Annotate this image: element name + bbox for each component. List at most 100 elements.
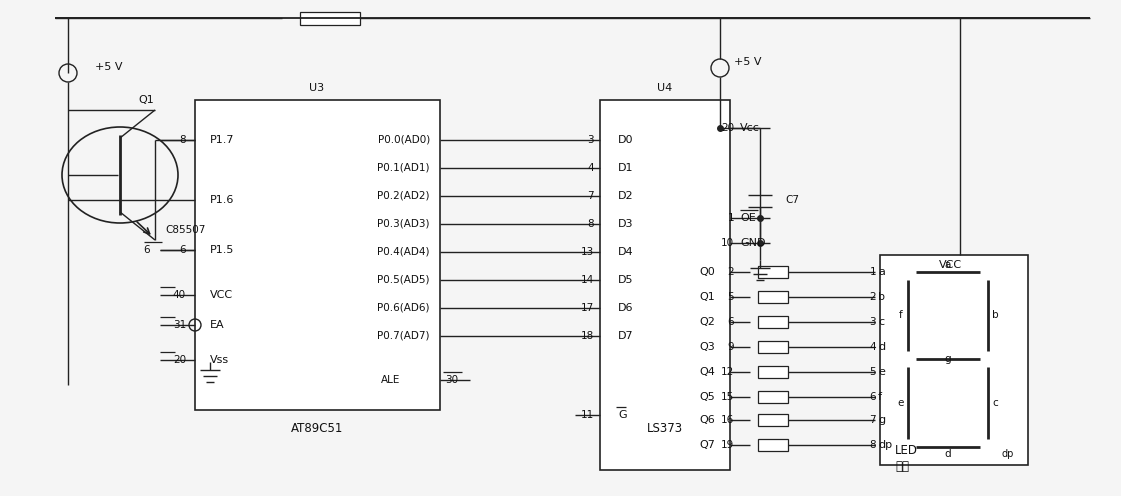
Text: b: b xyxy=(878,292,884,302)
Text: 18: 18 xyxy=(581,331,594,341)
Bar xyxy=(600,100,730,470)
Bar xyxy=(758,291,788,303)
Text: 10: 10 xyxy=(721,238,734,248)
Text: c: c xyxy=(878,317,884,327)
Text: 20: 20 xyxy=(173,355,186,365)
Bar xyxy=(758,341,788,353)
Text: P1.6: P1.6 xyxy=(210,195,234,205)
Text: Vss: Vss xyxy=(210,355,229,365)
Text: 30: 30 xyxy=(445,375,458,385)
Bar xyxy=(758,414,788,426)
Text: Vcc: Vcc xyxy=(740,123,760,133)
Text: 3: 3 xyxy=(587,135,594,145)
Text: D0: D0 xyxy=(618,135,633,145)
Text: 8: 8 xyxy=(179,135,186,145)
Text: dp: dp xyxy=(1002,449,1015,459)
Text: Q2: Q2 xyxy=(700,317,715,327)
Text: g: g xyxy=(878,415,886,425)
Text: D1: D1 xyxy=(618,163,633,173)
Bar xyxy=(758,266,788,278)
Text: c: c xyxy=(992,398,998,408)
Text: Q5: Q5 xyxy=(700,392,715,402)
Bar xyxy=(758,316,788,328)
Text: EA: EA xyxy=(210,320,224,330)
Text: a: a xyxy=(945,260,952,270)
Text: Q1: Q1 xyxy=(138,95,154,105)
Text: 19: 19 xyxy=(721,440,734,450)
Text: 5: 5 xyxy=(728,292,734,302)
Bar xyxy=(758,391,788,403)
Text: P0.1(AD1): P0.1(AD1) xyxy=(378,163,430,173)
Text: 40: 40 xyxy=(173,290,186,300)
Text: 7: 7 xyxy=(870,415,876,425)
Text: 2: 2 xyxy=(870,292,876,302)
Text: 17: 17 xyxy=(581,303,594,313)
Text: 16: 16 xyxy=(721,415,734,425)
Text: 11: 11 xyxy=(581,410,594,420)
Text: 6: 6 xyxy=(179,245,186,255)
Text: D3: D3 xyxy=(618,219,633,229)
Text: 31: 31 xyxy=(173,320,186,330)
Text: D6: D6 xyxy=(618,303,633,313)
Text: 4: 4 xyxy=(587,163,594,173)
Text: P0.3(AD3): P0.3(AD3) xyxy=(378,219,430,229)
Text: 1: 1 xyxy=(870,267,876,277)
Text: U4: U4 xyxy=(657,83,673,93)
Text: 20: 20 xyxy=(721,123,734,133)
Text: 15: 15 xyxy=(721,392,734,402)
Bar xyxy=(758,366,788,378)
Text: 1: 1 xyxy=(728,213,734,223)
Text: VCC: VCC xyxy=(938,260,962,270)
Text: 8: 8 xyxy=(870,440,876,450)
Text: P0.2(AD2): P0.2(AD2) xyxy=(378,191,430,201)
Text: P1.5: P1.5 xyxy=(210,245,234,255)
Text: 6: 6 xyxy=(143,245,150,255)
Text: 5: 5 xyxy=(870,367,876,377)
Text: 2: 2 xyxy=(728,267,734,277)
Text: Q0: Q0 xyxy=(700,267,715,277)
Text: f: f xyxy=(878,392,882,402)
Text: 6: 6 xyxy=(728,317,734,327)
Text: LS373: LS373 xyxy=(647,422,683,434)
Bar xyxy=(195,100,441,410)
Text: C7: C7 xyxy=(785,195,799,205)
Text: g: g xyxy=(945,354,952,364)
Text: b: b xyxy=(992,310,999,320)
Text: d: d xyxy=(878,342,886,352)
Text: e: e xyxy=(898,398,905,408)
Text: P0.4(AD4): P0.4(AD4) xyxy=(378,247,430,257)
Text: D7: D7 xyxy=(618,331,633,341)
Text: U3: U3 xyxy=(309,83,325,93)
Text: 7: 7 xyxy=(587,191,594,201)
Text: VCC: VCC xyxy=(210,290,233,300)
Text: D5: D5 xyxy=(618,275,633,285)
Text: OE: OE xyxy=(740,213,756,223)
Text: AT89C51: AT89C51 xyxy=(290,422,343,434)
Text: Q3: Q3 xyxy=(700,342,715,352)
Text: Q6: Q6 xyxy=(700,415,715,425)
Text: 个位: 个位 xyxy=(895,459,909,473)
Text: P1.7: P1.7 xyxy=(210,135,234,145)
Text: Q7: Q7 xyxy=(700,440,715,450)
Text: 14: 14 xyxy=(581,275,594,285)
Text: 8: 8 xyxy=(587,219,594,229)
Text: dp: dp xyxy=(878,440,892,450)
Text: e: e xyxy=(878,367,884,377)
Text: C85507: C85507 xyxy=(165,225,205,235)
Text: P0.6(AD6): P0.6(AD6) xyxy=(378,303,430,313)
Text: f: f xyxy=(899,310,902,320)
Text: ALE: ALE xyxy=(381,375,400,385)
Text: a: a xyxy=(878,267,884,277)
Bar xyxy=(300,11,360,24)
Bar xyxy=(880,255,1028,465)
Text: 6: 6 xyxy=(870,392,876,402)
Text: 4: 4 xyxy=(870,342,876,352)
Text: 9: 9 xyxy=(728,342,734,352)
Text: G: G xyxy=(618,410,627,420)
Text: d: d xyxy=(945,449,952,459)
Text: 13: 13 xyxy=(581,247,594,257)
Text: D4: D4 xyxy=(618,247,633,257)
Text: LED: LED xyxy=(895,443,918,456)
Text: Q4: Q4 xyxy=(700,367,715,377)
Text: +5 V: +5 V xyxy=(734,57,761,67)
